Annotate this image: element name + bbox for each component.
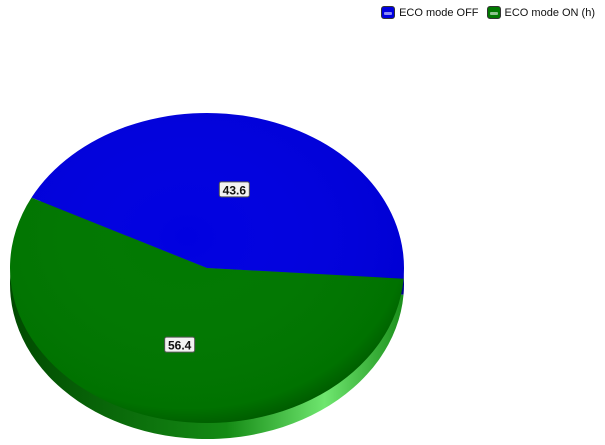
legend-swatch-eco-off bbox=[381, 6, 396, 19]
data-label-eco-on: 56.4 bbox=[164, 336, 196, 353]
legend-entry-eco-off: ECO mode OFF bbox=[381, 6, 479, 19]
svg-text:43.6: 43.6 bbox=[223, 183, 247, 197]
legend-swatch-eco-on bbox=[486, 6, 501, 19]
svg-text:56.4: 56.4 bbox=[168, 339, 192, 353]
legend: ECO mode OFF ECO mode ON (h) bbox=[381, 6, 595, 19]
legend-entry-eco-on: ECO mode ON (h) bbox=[486, 6, 595, 19]
legend-label-eco-on: ECO mode ON (h) bbox=[504, 6, 595, 19]
pie-top-shading bbox=[10, 113, 404, 423]
data-label-eco-off: 43.6 bbox=[218, 181, 250, 198]
legend-label-eco-off: ECO mode OFF bbox=[399, 6, 479, 19]
